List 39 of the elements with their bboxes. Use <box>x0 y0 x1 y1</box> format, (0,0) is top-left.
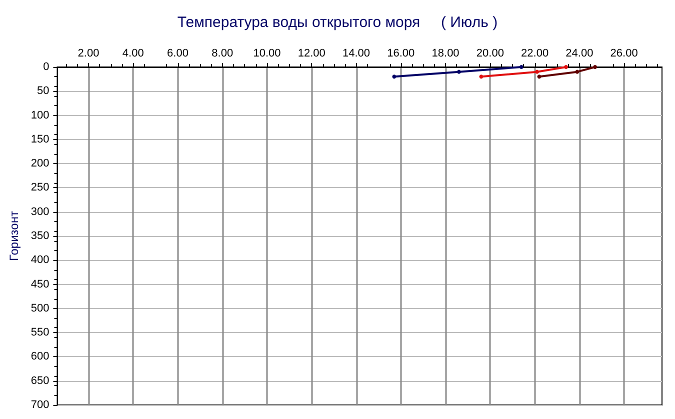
x-tick-label: 2.00 <box>78 48 100 60</box>
point <box>593 65 598 69</box>
y-axis-title: Горизонт <box>7 210 21 261</box>
y-tick-label: 350 <box>30 230 50 242</box>
x-tick-label: 24.00 <box>566 48 594 60</box>
x-tick-label: 4.00 <box>122 48 144 60</box>
point <box>392 74 396 79</box>
y-tick-label: 450 <box>30 278 50 290</box>
y-tick-label: 600 <box>30 350 50 363</box>
x-tick-label: 8.00 <box>212 48 234 60</box>
point <box>564 65 568 69</box>
x-tick-label: 18.00 <box>432 48 460 60</box>
point <box>456 70 461 74</box>
point <box>537 74 542 79</box>
y-tick-label: 650 <box>30 374 50 387</box>
x-tick-label: 10.00 <box>253 48 281 60</box>
y-tick-label: 400 <box>30 254 50 266</box>
y-tick-label: 700 <box>30 399 50 411</box>
x-tick-label: 26.00 <box>610 48 638 60</box>
y-tick-label: 500 <box>30 302 50 314</box>
y-tick-label: 550 <box>30 326 50 339</box>
y-tick-label: 50 <box>37 85 50 98</box>
x-tick-label: 6.00 <box>167 48 188 60</box>
point <box>519 65 524 69</box>
y-tick-label: 200 <box>30 158 50 170</box>
x-tick-label: 12.00 <box>298 48 326 60</box>
y-tick-label: 0 <box>43 61 50 73</box>
point <box>479 74 484 79</box>
x-tick-label: 14.00 <box>342 48 370 60</box>
point <box>535 70 540 74</box>
x-tick-label: 22.00 <box>521 48 549 60</box>
x-tick-label: 20.00 <box>476 48 504 60</box>
x-tick-label: 16.00 <box>387 48 415 60</box>
y-tick-label: 100 <box>30 109 50 122</box>
point <box>575 70 580 74</box>
y-tick-label: 250 <box>30 182 50 194</box>
y-tick-label: 150 <box>30 133 50 146</box>
y-tick-label: 300 <box>30 206 50 218</box>
chart-title: Температура воды открытого моря ( Июль ) <box>177 14 498 31</box>
